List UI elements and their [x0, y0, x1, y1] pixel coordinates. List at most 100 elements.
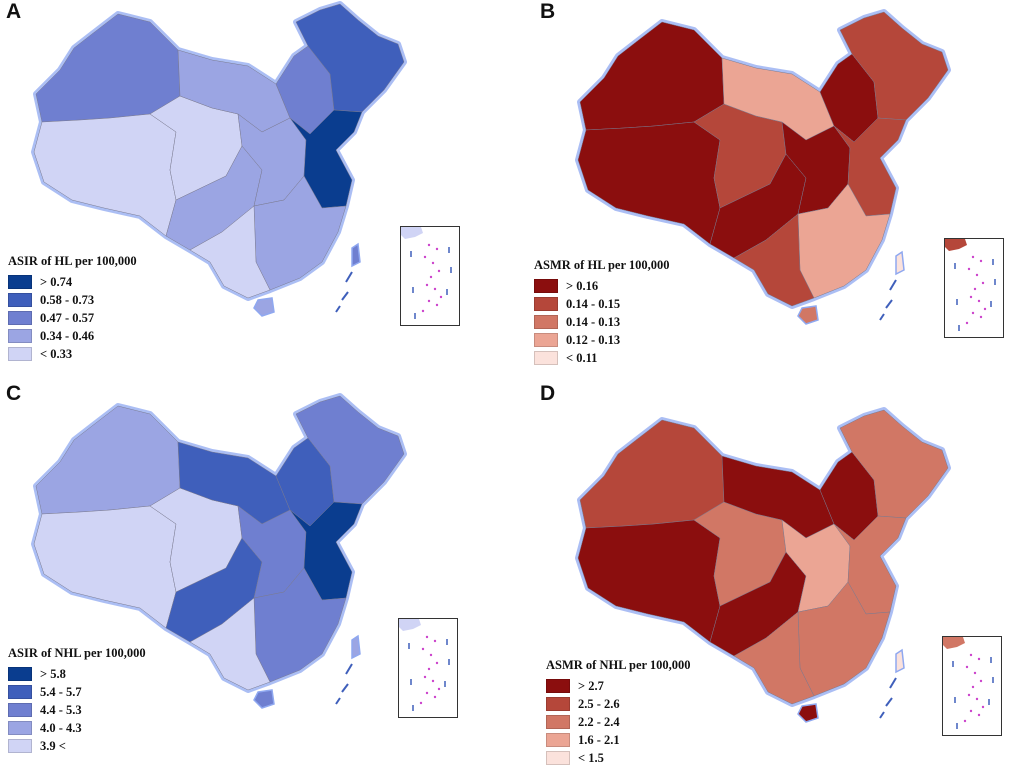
- legend-title: ASIR of NHL per 100,000: [8, 646, 146, 660]
- island-dot: [969, 653, 973, 657]
- legend-title: ASMR of HL per 100,000: [534, 258, 670, 272]
- legend-label: 0.12 - 0.13: [566, 332, 621, 347]
- island-dot: [435, 661, 439, 665]
- inset-coast: [401, 227, 423, 239]
- region-east-coast: [833, 515, 907, 615]
- legend-label: < 0.33: [40, 346, 73, 361]
- legend-swatch: [534, 279, 558, 293]
- region-hainan: [797, 305, 819, 325]
- inset-map: [401, 227, 452, 319]
- legend-label: 4.0 - 4.3: [40, 720, 82, 735]
- legend-swatch: [534, 297, 558, 311]
- island-dot: [419, 701, 423, 705]
- region-tibet: [33, 505, 177, 629]
- island-dot: [433, 287, 437, 291]
- legend-label: < 0.11: [566, 350, 598, 365]
- island-dot: [437, 269, 441, 273]
- island-dot: [971, 685, 975, 689]
- legend-item: < 0.11: [534, 349, 670, 367]
- legend-swatch: [8, 293, 32, 307]
- island-dot: [429, 653, 433, 657]
- legend-item: > 5.8: [8, 665, 146, 683]
- island-dot: [433, 639, 437, 643]
- island-dot: [965, 321, 969, 325]
- legend-item: 5.4 - 5.7: [8, 683, 146, 701]
- legend-item: < 0.33: [8, 345, 137, 363]
- region-taiwan: [895, 250, 905, 276]
- island-dot: [423, 675, 427, 679]
- region-taiwan: [351, 634, 361, 660]
- legend-swatch: [8, 275, 32, 289]
- legend: ASIR of HL per 100,000 > 0.74 0.58 - 0.7…: [8, 254, 137, 363]
- island-dot: [973, 287, 977, 291]
- island-dot: [431, 261, 435, 265]
- island-dot: [421, 647, 425, 651]
- legend-label: 2.2 - 2.4: [578, 714, 620, 729]
- legend-swatch: [8, 347, 32, 361]
- legend-swatch: [546, 733, 570, 747]
- legend-item: 0.47 - 0.57: [8, 309, 137, 327]
- legend: ASMR of HL per 100,000 > 0.16 0.14 - 0.1…: [534, 258, 670, 367]
- inset-map: [945, 239, 996, 331]
- coast-dash: [879, 313, 885, 321]
- island-dot: [969, 709, 973, 713]
- island-dot: [435, 247, 439, 251]
- region-taiwan: [351, 242, 361, 268]
- coast-dash: [335, 697, 341, 705]
- island-dot: [975, 273, 979, 277]
- region-tibet: [577, 519, 721, 643]
- island-dot: [975, 697, 979, 701]
- panel-letter: A: [6, 0, 22, 23]
- legend-swatch: [546, 697, 570, 711]
- legend-label: > 2.7: [578, 678, 604, 693]
- coast-dash: [345, 663, 353, 675]
- china-choropleth-map: [31, 1, 407, 317]
- china-choropleth-map: [31, 393, 407, 709]
- coast-dash: [889, 279, 897, 291]
- legend-swatch: [8, 685, 32, 699]
- region-tibet: [577, 121, 721, 245]
- panel-b: B ASMR of HL per 100,000 > 0.16 0.14 - 0…: [510, 0, 1020, 382]
- island-dot: [423, 255, 427, 259]
- island-dot: [981, 705, 985, 709]
- island-dot: [971, 255, 975, 259]
- legend-item: 2.5 - 2.6: [546, 695, 691, 713]
- inset-map: [399, 619, 450, 711]
- legend-item: > 0.16: [534, 277, 670, 295]
- region-east-coast: [833, 117, 907, 217]
- legend-swatch: [546, 715, 570, 729]
- region-southwest: [733, 611, 815, 705]
- south-china-sea-inset: [942, 636, 1002, 736]
- legend-item: 2.2 - 2.4: [546, 713, 691, 731]
- region-taiwan: [895, 648, 905, 674]
- inset-coast: [399, 619, 421, 631]
- island-dot: [969, 295, 973, 299]
- panel-c: C ASIR of NHL per 100,000 > 5.8 5.4 - 5.…: [0, 382, 510, 764]
- inset-coast: [945, 239, 967, 251]
- legend-label: > 5.8: [40, 666, 66, 681]
- region-southwest: [189, 205, 271, 299]
- legend-label: 0.34 - 0.46: [40, 328, 95, 343]
- island-dot: [433, 695, 437, 699]
- island-dot: [439, 295, 443, 299]
- coast-dash: [345, 271, 353, 283]
- legend-swatch: [8, 703, 32, 717]
- coast-dash: [885, 697, 893, 707]
- legend-label: 0.58 - 0.73: [40, 292, 95, 307]
- legend-item: > 0.74: [8, 273, 137, 291]
- island-dot: [965, 665, 969, 669]
- island-dot: [427, 667, 431, 671]
- legend-item: 3.9 <: [8, 737, 146, 755]
- region-hainan: [797, 703, 819, 723]
- legend-swatch: [8, 329, 32, 343]
- legend-swatch: [546, 751, 570, 765]
- inset-coast: [943, 637, 965, 649]
- inset-map: [943, 637, 994, 729]
- legend-swatch: [534, 315, 558, 329]
- legend-item: 0.12 - 0.13: [534, 331, 670, 349]
- island-dot: [425, 691, 429, 695]
- legend-label: 0.47 - 0.57: [40, 310, 95, 325]
- region-southwest: [733, 213, 815, 307]
- island-dot: [967, 693, 971, 697]
- south-china-sea-inset: [944, 238, 1004, 338]
